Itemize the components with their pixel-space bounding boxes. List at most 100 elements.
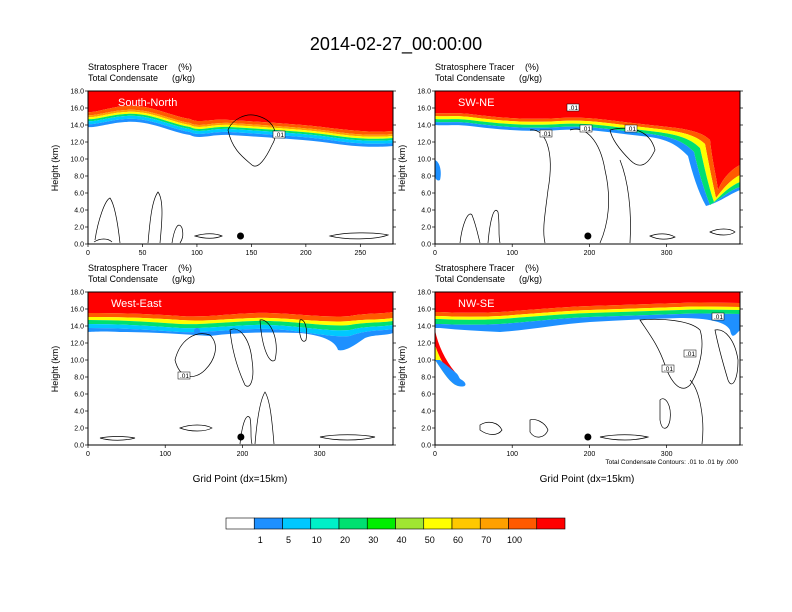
y-tick-label: 12.0 xyxy=(70,140,84,147)
y-tick-label: 8.0 xyxy=(74,174,84,181)
condensate-contour xyxy=(487,210,501,244)
y-tick-label: 8.0 xyxy=(74,375,84,382)
y-tick-label: 12.0 xyxy=(70,341,84,348)
colorbar-swatch xyxy=(338,517,368,530)
condensate-contour xyxy=(599,434,650,441)
y-tick-label: 10.0 xyxy=(417,157,431,164)
tracer-band-10 xyxy=(88,324,393,337)
y-axis-ticks: 0.0 2.0 4.0 6.0 8.0 10.0 12.0 14.0 16.0 18.0 xyxy=(70,89,396,249)
panel-title-line1: Stratosphere Tracer xyxy=(435,263,515,273)
condensate-contour xyxy=(239,416,253,445)
panel-nw-se: Stratosphere Tracer (%) Total Condensate… xyxy=(397,263,743,485)
tracer-blob xyxy=(194,328,200,334)
location-marker xyxy=(237,232,244,240)
contour-label: .01 xyxy=(686,351,695,358)
tracer-band-70 xyxy=(88,105,393,135)
y-tick-label: 0.0 xyxy=(421,443,431,450)
contour-label-box xyxy=(624,124,638,133)
colorbar-swatch xyxy=(508,517,538,530)
y-tick-label: 0.0 xyxy=(74,242,84,249)
y-tick-label: 14.0 xyxy=(417,123,431,130)
contour-label: .01 xyxy=(569,105,578,112)
condensate-contour xyxy=(529,419,549,438)
contour-label-box xyxy=(683,349,697,358)
colorbar-swatch xyxy=(395,517,425,530)
x-tick-label: 0 xyxy=(86,250,90,257)
colorbar-label: 60 xyxy=(453,535,463,545)
condensate-contour xyxy=(689,379,704,445)
condensate-contour xyxy=(99,436,136,441)
panel-title-line1-units: (%) xyxy=(525,263,539,273)
y-tick-label: 12.0 xyxy=(417,140,431,147)
panel-title-line2: Total Condensate xyxy=(88,73,158,83)
condensate-contour xyxy=(299,319,307,342)
colorbar-swatch xyxy=(282,517,312,530)
panel-west-east: Stratosphere Tracer (%) Total Condensate… xyxy=(50,263,396,485)
region-label: NW-SE xyxy=(458,298,494,310)
tracer-band-60 xyxy=(88,109,393,137)
tracer-band-50 xyxy=(435,306,740,320)
x-tick-label: 300 xyxy=(661,250,673,257)
contour-label-box xyxy=(539,129,553,138)
contour-label-box xyxy=(711,312,725,321)
contour-label-box xyxy=(579,124,593,133)
y-tick-label: 10.0 xyxy=(70,358,84,365)
y-tick-label: 8.0 xyxy=(421,174,431,181)
x-tick-label: 100 xyxy=(506,250,518,257)
x-tick-label: 200 xyxy=(584,451,596,458)
y-tick-label: 14.0 xyxy=(417,324,431,331)
panel-title-line2: Total Condensate xyxy=(88,274,158,284)
x-axis-label: Grid Point (dx=15km) xyxy=(193,474,288,485)
plot-frame xyxy=(434,291,741,446)
colorbar-swatch xyxy=(253,517,283,530)
tracer-band-5 xyxy=(88,118,393,147)
contour-label: .01 xyxy=(275,132,284,139)
contour-label: .01 xyxy=(582,126,591,133)
y-tick-label: 6.0 xyxy=(74,392,84,399)
condensate-contour xyxy=(619,159,631,244)
y-tick-label: 2.0 xyxy=(421,225,431,232)
region-label: South-North xyxy=(118,97,177,109)
y-tick-label: 6.0 xyxy=(74,191,84,198)
y-tick-label: 4.0 xyxy=(421,208,431,215)
panel-title-line1: Stratosphere Tracer xyxy=(88,62,168,72)
x-tick-label: 300 xyxy=(661,451,673,458)
contour-label-box xyxy=(272,130,286,139)
colorbar: 1 5 10 20 30 40 50 60 70 100 xyxy=(225,517,566,545)
contour-label-box xyxy=(177,371,191,380)
figure-title: 2014-02-27_00:00:00 xyxy=(310,34,482,55)
condensate-contour xyxy=(639,318,703,389)
tracer-band-20 xyxy=(88,320,393,331)
condensate-contour xyxy=(609,127,656,166)
tracer-band-20 xyxy=(435,309,740,325)
y-tick-label: 10.0 xyxy=(417,358,431,365)
colorbar-swatch xyxy=(479,517,509,530)
colorbar-label: 30 xyxy=(368,535,378,545)
panel-title-line1-units: (%) xyxy=(525,62,539,72)
tracer-band-40 xyxy=(88,111,393,139)
panel-sw-ne: Stratosphere Tracer (%) Total Condensate… xyxy=(397,62,743,257)
panel-title-line2: Total Condensate xyxy=(435,73,505,83)
contour-label: .01 xyxy=(180,373,189,380)
x-axis-label: Grid Point (dx=15km) xyxy=(540,474,635,485)
contour-label: .01 xyxy=(627,126,636,133)
y-axis-label: Height (km) xyxy=(397,145,407,192)
y-axis-ticks: 0.0 2.0 4.0 6.0 8.0 10.0 12.0 14.0 16.0 18.0 xyxy=(70,290,396,450)
colorbar-label: 20 xyxy=(340,535,350,545)
panel-title-line2-units: (g/kg) xyxy=(519,274,542,284)
x-tick-label: 100 xyxy=(159,451,171,458)
x-tick-label: 0 xyxy=(433,250,437,257)
x-axis-ticks: 0 100 200 300 xyxy=(433,445,673,458)
condensate-contour xyxy=(193,233,223,239)
contour-footnote: Total Condensate Contours: .01 to .01 by… xyxy=(605,459,738,466)
condensate-contour xyxy=(714,329,739,385)
panel-title-line1-units: (%) xyxy=(178,263,192,273)
condensate-contour xyxy=(259,319,277,362)
colorbar-label: 40 xyxy=(396,535,406,545)
condensate-contour xyxy=(229,328,254,387)
location-marker xyxy=(584,232,592,240)
location-marker xyxy=(584,433,592,441)
contour-label: .01 xyxy=(542,131,551,138)
x-tick-label: 150 xyxy=(246,250,258,257)
panel-title-line1-units: (%) xyxy=(178,62,192,72)
